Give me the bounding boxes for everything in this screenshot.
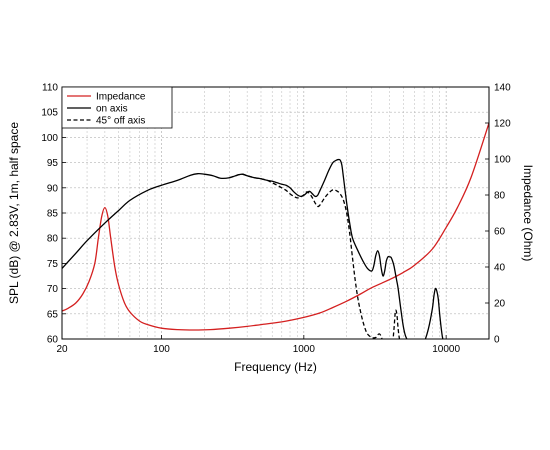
legend-label-off-axis: 45° off axis xyxy=(96,116,145,127)
y-axis-title-left: SPL (dB) @ 2.83V, 1m, half space xyxy=(7,122,21,304)
legend: Impedance on axis 45° off axis xyxy=(61,86,173,129)
off-axis-45-curve xyxy=(229,173,401,339)
y-tick-label-left: 100 xyxy=(41,133,58,144)
impedance-curve xyxy=(62,122,489,331)
y-tick-label-left: 85 xyxy=(47,209,59,220)
y-tick-label-right: 140 xyxy=(494,83,511,94)
axis-ticks: 20 100 1000 10000 60 65 70 75 80 85 90 95 100 105 110 0… xyxy=(41,83,511,356)
y-tick-label-right: 40 xyxy=(494,263,506,274)
y-tick-label-right: 20 xyxy=(494,299,506,310)
y-tick-label-right: 60 xyxy=(494,227,506,238)
y-tick-label-right: 0 xyxy=(494,335,500,346)
grid-lines xyxy=(62,87,489,339)
x-tick-label: 10000 xyxy=(432,344,460,355)
y-tick-label-left: 65 xyxy=(47,309,59,320)
y-tick-label-left: 105 xyxy=(41,108,58,119)
x-tick-label: 1000 xyxy=(293,344,316,355)
y-tick-label-left: 110 xyxy=(42,83,58,94)
y-axis-title-right: Impedance (Ohm) xyxy=(521,165,535,262)
y-tick-label-left: 90 xyxy=(47,183,59,194)
x-axis-title: Frequency (Hz) xyxy=(234,360,317,374)
y-tick-label-right: 80 xyxy=(494,191,506,202)
legend-label-on-axis: on axis xyxy=(96,104,128,115)
y-tick-label-right: 100 xyxy=(494,155,511,166)
y-tick-label-left: 95 xyxy=(47,158,59,169)
x-tick-label: 20 xyxy=(56,344,68,355)
y-tick-label-left: 75 xyxy=(47,259,59,270)
y-tick-label-right: 120 xyxy=(494,119,511,130)
y-tick-label-left: 60 xyxy=(47,335,59,346)
y-tick-label-left: 80 xyxy=(47,234,59,245)
plot-series xyxy=(62,122,489,339)
on-axis-curve xyxy=(62,158,444,339)
x-tick-label: 100 xyxy=(153,344,170,355)
y-tick-label-left: 70 xyxy=(47,284,59,295)
legend-label-impedance: Impedance xyxy=(96,92,146,103)
